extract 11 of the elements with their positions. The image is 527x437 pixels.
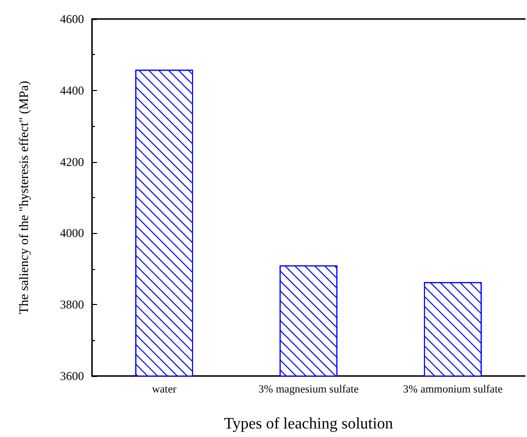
x-tick-label: water <box>152 384 177 396</box>
y-tick-label: 3800 <box>60 298 84 312</box>
x-tick-label: 3% ammonium sulfate <box>403 384 503 396</box>
y-tick-label: 3600 <box>60 369 84 383</box>
x-tick-label: 3% magnesium sulfate <box>258 384 359 396</box>
y-tick-label: 4000 <box>60 226 84 240</box>
y-tick-label: 4200 <box>60 154 84 169</box>
y-tick-label: 4400 <box>60 83 84 98</box>
x-axis-title: Types of leaching solution <box>224 416 394 432</box>
y-axis-title: The saliency of the "hysteresis effect" (MPa) <box>16 80 31 314</box>
y-tick-label: 4600 <box>60 12 84 26</box>
